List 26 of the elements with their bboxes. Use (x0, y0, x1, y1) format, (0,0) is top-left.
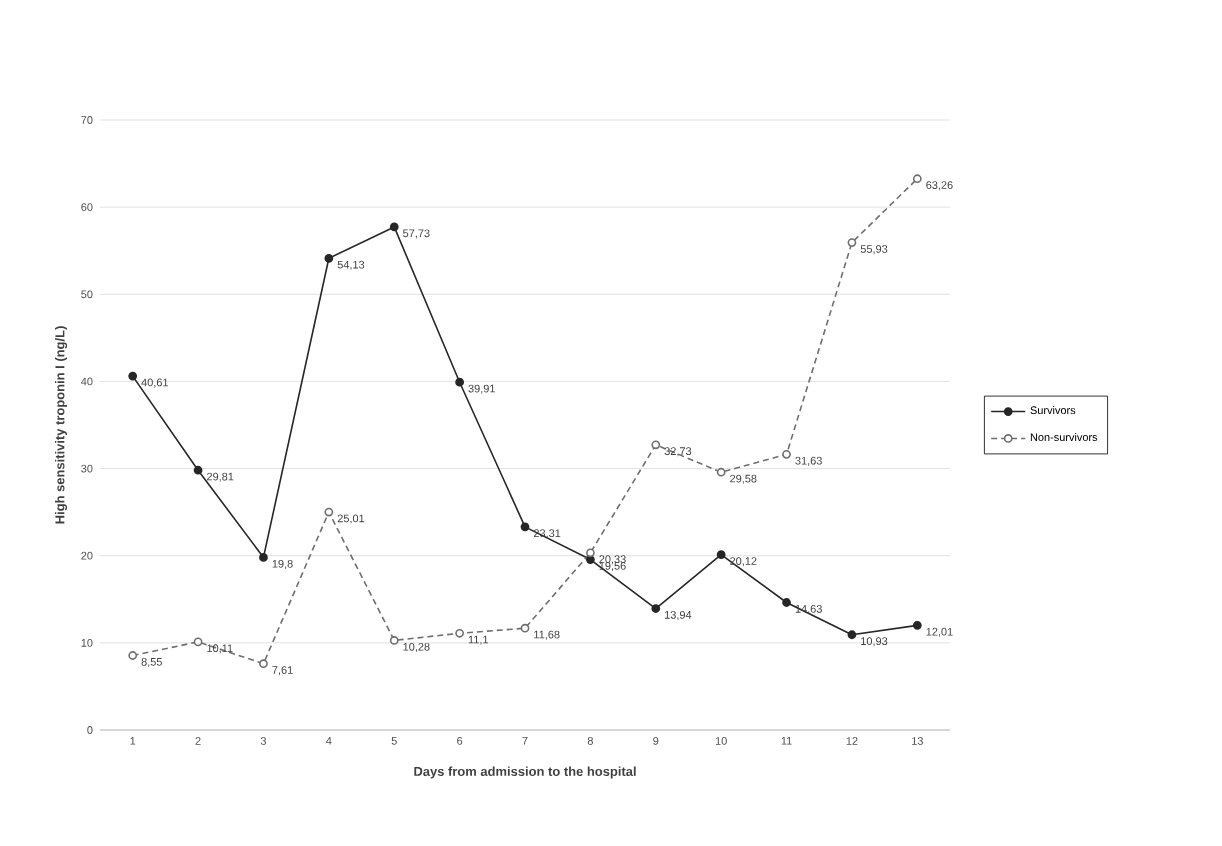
point (912, 174, 922, 184)
point (782, 598, 791, 607)
point (259, 659, 268, 669)
point (324, 507, 334, 517)
point (520, 623, 530, 633)
point (389, 636, 399, 645)
point (324, 253, 334, 263)
point (716, 550, 726, 560)
point (847, 238, 857, 247)
point (259, 553, 268, 562)
point (520, 522, 530, 532)
point (912, 620, 922, 630)
point (193, 637, 203, 647)
point (455, 628, 464, 638)
point (651, 604, 661, 613)
point (782, 449, 791, 459)
point (847, 630, 857, 640)
point (586, 555, 595, 564)
point (193, 465, 203, 475)
point (128, 371, 138, 381)
point (389, 222, 399, 232)
point (651, 440, 661, 450)
point (455, 377, 464, 387)
point (128, 651, 138, 660)
point (716, 467, 726, 477)
point (586, 548, 595, 558)
